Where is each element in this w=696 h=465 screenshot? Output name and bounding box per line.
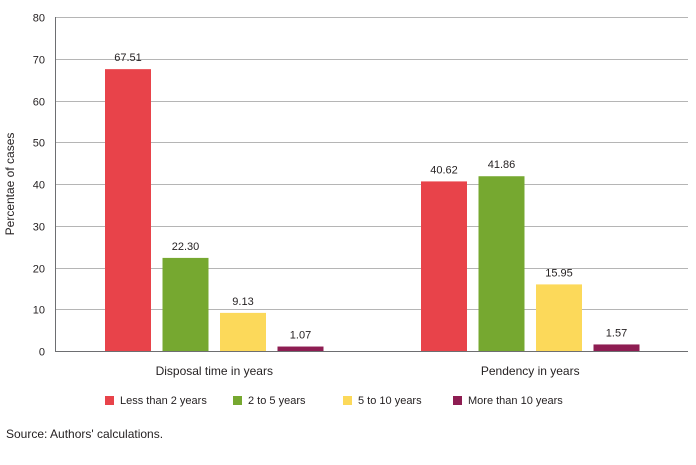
data-label: 1.57 <box>606 327 627 339</box>
bar <box>277 346 324 351</box>
y-tick-label: 50 <box>33 138 45 150</box>
legend-label: 5 to 10 years <box>358 395 422 407</box>
legend-swatch <box>343 396 352 405</box>
category-labels: Disposal time in years Pendency in years <box>156 364 580 378</box>
data-label: 41.86 <box>488 159 516 171</box>
x-category-label: Pendency in years <box>481 364 580 378</box>
y-tick-label: 80 <box>33 13 45 25</box>
y-tick-label: 70 <box>33 55 45 67</box>
data-label: 22.30 <box>172 241 200 253</box>
legend-label: 2 to 5 years <box>248 395 306 407</box>
y-tick-label: 20 <box>33 264 45 276</box>
bars <box>105 69 640 351</box>
bar <box>162 257 209 351</box>
source-note: Source: Authors' calculations. <box>6 427 164 441</box>
x-category-label: Disposal time in years <box>156 364 273 378</box>
data-label: 67.51 <box>114 52 142 64</box>
data-label: 15.95 <box>545 267 573 279</box>
bar <box>478 176 525 351</box>
y-tick-label: 0 <box>39 347 45 359</box>
legend-swatch <box>233 396 242 405</box>
bar <box>220 312 266 351</box>
y-axis-label: Percentae of cases <box>3 133 17 236</box>
legend-swatch <box>105 396 114 405</box>
legend-label: Less than 2 years <box>120 395 207 407</box>
data-labels: 67.51 22.30 9.13 1.07 40.62 41.86 15.95 1.57 <box>114 52 627 341</box>
y-tick-label: 40 <box>33 180 45 192</box>
bar <box>105 69 151 351</box>
data-label: 9.13 <box>232 296 253 308</box>
y-axis-ticks: 0 10 20 30 40 50 60 70 80 <box>33 13 45 359</box>
legend-label: More than 10 years <box>468 395 563 407</box>
y-tick-label: 10 <box>33 305 45 317</box>
y-tick-label: 30 <box>33 222 45 234</box>
data-label: 1.07 <box>290 330 311 342</box>
legend: Less than 2 years 2 to 5 years 5 to 10 yea… <box>105 395 563 407</box>
y-tick-label: 60 <box>33 97 45 109</box>
grid-lines <box>55 17 688 352</box>
data-label: 40.62 <box>430 164 458 176</box>
legend-swatch <box>453 396 462 405</box>
bar <box>421 181 467 351</box>
bar <box>593 344 640 351</box>
bar <box>536 284 582 351</box>
